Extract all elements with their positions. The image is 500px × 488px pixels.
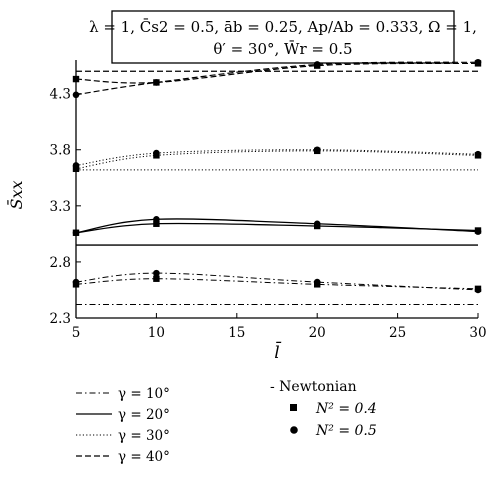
x-axis-label: l̄ — [274, 340, 281, 363]
series-n05-line-0 — [75, 272, 479, 291]
series-n05-line-2 — [75, 149, 479, 166]
square-marker — [72, 75, 80, 83]
y-tick-label: 2.8 — [50, 255, 71, 271]
square-marker — [72, 165, 80, 173]
legend-n04: N² = 0.4 — [315, 401, 377, 417]
params-line-1: λ = 1, C̄s2 = 0.5, āb = 0.25, Ap/Ab = 0.… — [89, 18, 477, 36]
y-tick-label: 2.3 — [50, 311, 71, 327]
legend-label-g10: γ = 10° — [118, 386, 170, 402]
legend-circle-marker — [290, 426, 298, 434]
circle-marker — [474, 150, 482, 158]
circle-marker — [313, 278, 321, 286]
circle-marker — [72, 91, 80, 99]
legend-newtonian: - Newtonian — [270, 379, 357, 395]
square-marker — [153, 275, 160, 282]
circle-marker — [153, 215, 160, 223]
x-tick-label: 5 — [72, 325, 81, 341]
x-tick-label: 30 — [469, 325, 486, 341]
x-tick-label: 20 — [309, 325, 326, 341]
circle-marker — [153, 149, 160, 157]
params-box — [111, 10, 455, 64]
circle-marker — [153, 269, 160, 277]
legend-n05: N² = 0.5 — [315, 423, 377, 439]
circle-marker — [313, 220, 321, 228]
legend-label-g20: γ = 20° — [118, 407, 170, 423]
circle-marker — [313, 61, 321, 68]
circle-marker — [72, 162, 80, 169]
legend-label-g40: γ = 40° — [118, 449, 170, 465]
legend-square-marker — [290, 404, 297, 411]
x-tick-label: 15 — [228, 325, 245, 341]
x-tick-label: 25 — [389, 325, 406, 341]
circle-marker — [72, 278, 80, 286]
series-n05-line-3 — [75, 61, 479, 96]
params-line-2: θ′ = 30°, W̄r = 0.5 — [213, 40, 352, 58]
legend-label-g30: γ = 30° — [118, 428, 170, 444]
series-n04-line-2 — [75, 150, 479, 170]
y-tick-label: 3.3 — [50, 199, 71, 215]
circle-marker — [72, 229, 80, 237]
series-n04-line-3 — [75, 62, 479, 84]
circle-marker — [313, 146, 321, 154]
x-tick-label: 10 — [148, 325, 165, 341]
y-tick-label: 4.3 — [50, 87, 71, 103]
circle-marker — [153, 79, 160, 86]
square-marker — [153, 220, 160, 227]
y-axis-label: S̄xx — [5, 180, 26, 209]
circle-marker — [474, 286, 482, 294]
series-n05-line-1 — [75, 218, 479, 234]
circle-marker — [474, 58, 482, 66]
y-tick-label: 3.8 — [50, 143, 71, 159]
circle-marker — [474, 228, 482, 235]
